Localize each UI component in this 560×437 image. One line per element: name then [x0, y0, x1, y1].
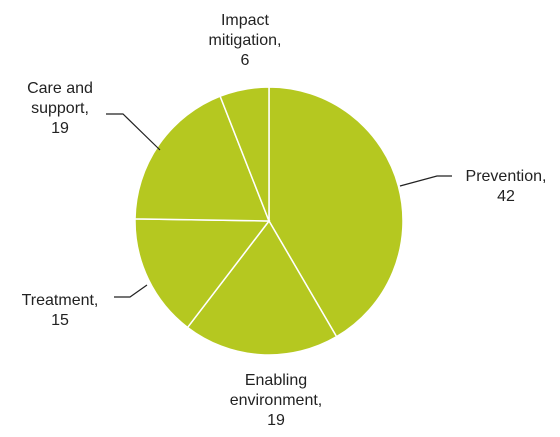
pie-slice-1	[186, 219, 338, 356]
slice-label-line: Enabling	[245, 372, 307, 389]
slice-label-line: 15	[51, 312, 69, 329]
slice-label-line: support,	[31, 100, 89, 117]
slice-label-3: Care and support, 19	[27, 80, 93, 137]
leader-line-3	[106, 113, 161, 151]
slice-label-line: environment,	[230, 392, 323, 409]
slice-label-line: mitigation,	[209, 32, 282, 49]
slice-label-line: Prevention,	[466, 168, 547, 185]
slice-label-line: 6	[241, 52, 250, 69]
slice-label-2: Treatment, 15	[22, 292, 99, 329]
slice-label-4: Impact mitigation, 6	[209, 12, 282, 69]
pie-slices	[134, 86, 404, 356]
leader-line-2	[114, 284, 148, 298]
pie-slice-3	[134, 95, 271, 222]
leader-line-0	[399, 175, 452, 187]
slice-labels: Prevention, 42 Enabling environment, 19 Treat…	[22, 12, 547, 429]
pie-slice-0	[268, 86, 404, 338]
pie-slice-2	[134, 218, 271, 329]
slice-label-line: 42	[497, 188, 515, 205]
slice-label-line: Treatment,	[22, 292, 99, 309]
slice-label-line: Impact	[221, 12, 270, 29]
pie-slice-4	[219, 86, 270, 222]
slice-label-line: Care and	[27, 80, 93, 97]
slice-label-line: 19	[51, 120, 69, 137]
slice-label-0: Prevention, 42	[466, 168, 547, 205]
leader-lines	[106, 113, 452, 298]
slice-label-line: 19	[267, 412, 285, 429]
slice-label-1: Enabling environment, 19	[230, 372, 323, 429]
